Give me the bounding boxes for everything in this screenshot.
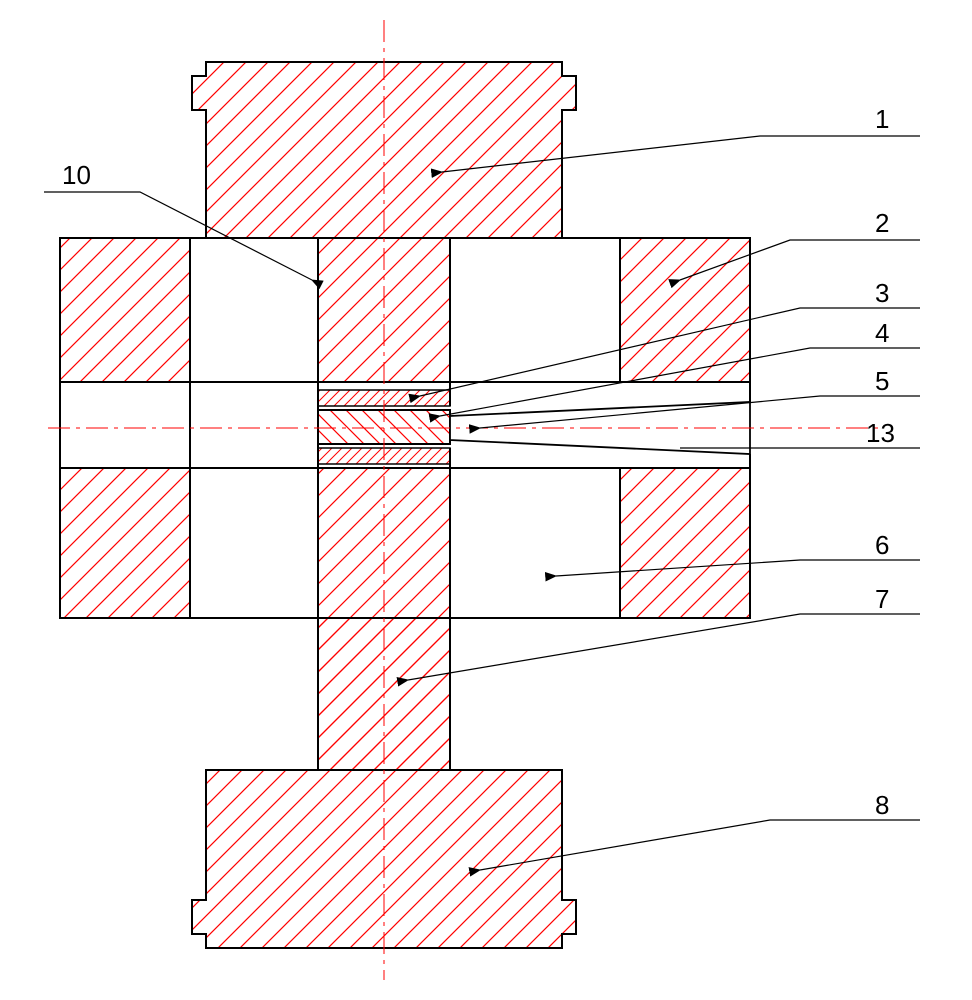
label-4: 4	[875, 318, 889, 348]
label-6: 6	[875, 530, 889, 560]
label-8: 8	[875, 790, 889, 820]
label-7: 7	[875, 584, 889, 614]
label-2: 2	[875, 208, 889, 238]
diagram-canvas: 1 2 3 4 5 13 6 7 8 10	[0, 0, 972, 1000]
label-3: 3	[875, 278, 889, 308]
label-10: 10	[62, 160, 91, 190]
label-1: 1	[875, 104, 889, 134]
label-13: 13	[866, 418, 895, 448]
label-5: 5	[875, 366, 889, 396]
